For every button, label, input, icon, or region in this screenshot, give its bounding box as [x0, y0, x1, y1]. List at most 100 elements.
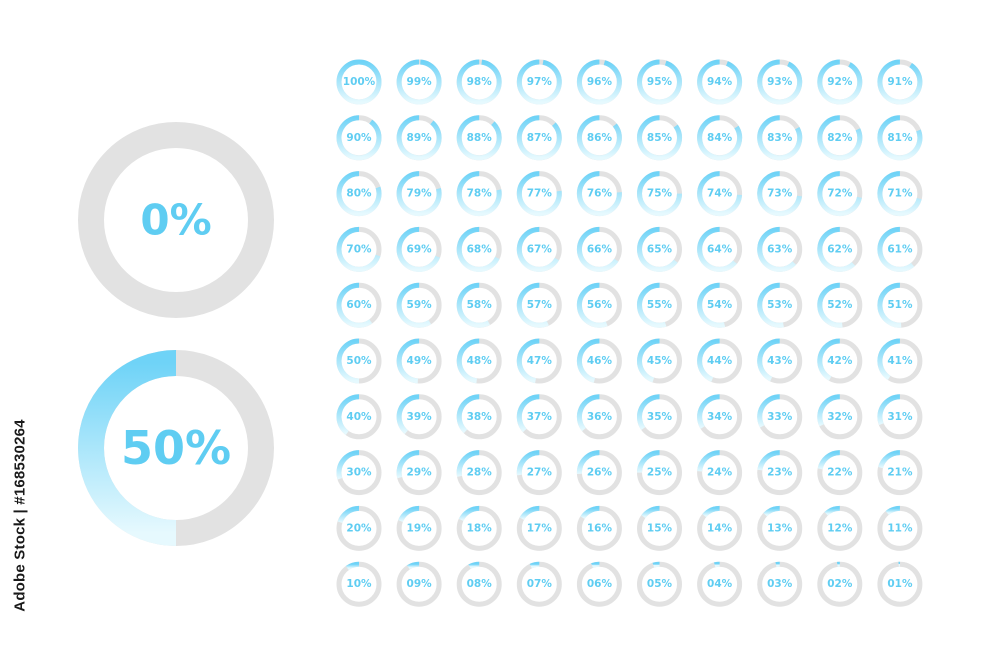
small-ring-34: 34%: [700, 397, 740, 437]
small-ring-10-progress: [347, 564, 359, 568]
small-ring-27-label: 27%: [527, 467, 553, 479]
large-rings: 0%50%: [91, 135, 261, 533]
small-ring-9-label: 09%: [407, 578, 433, 590]
small-ring-4-label: 04%: [707, 578, 733, 590]
small-ring-61-label: 61%: [887, 243, 913, 255]
small-ring-42-label: 42%: [827, 355, 853, 367]
small-ring-3-label: 03%: [767, 578, 793, 590]
small-ring-9-progress: [408, 564, 419, 567]
small-ring-25: 25%: [640, 453, 680, 493]
small-ring-35: 35%: [639, 397, 679, 437]
small-ring-6: 06%: [579, 564, 619, 604]
small-ring-50: 50%: [339, 341, 379, 381]
small-ring-50-label: 50%: [346, 355, 372, 367]
small-ring-82: 82%: [820, 118, 860, 158]
small-ring-86-label: 86%: [587, 132, 613, 144]
small-ring-26-label: 26%: [587, 467, 613, 479]
small-ring-11-label: 11%: [887, 522, 913, 534]
small-ring-32-label: 32%: [827, 411, 853, 423]
small-ring-3: 03%: [760, 564, 800, 604]
small-ring-23-label: 23%: [767, 467, 793, 479]
small-ring-87: 87%: [519, 118, 559, 158]
small-ring-67-label: 67%: [527, 243, 553, 255]
small-ring-39-label: 39%: [407, 411, 433, 423]
small-ring-53-label: 53%: [767, 299, 793, 311]
small-ring-38-label: 38%: [467, 411, 493, 423]
small-ring-88: 88%: [459, 118, 499, 158]
small-ring-18-label: 18%: [467, 522, 493, 534]
small-ring-46: 46%: [579, 341, 619, 381]
small-ring-19: 19%: [399, 508, 439, 548]
small-ring-74: 74%: [700, 174, 740, 214]
small-ring-83-label: 83%: [767, 132, 793, 144]
small-ring-54: 54%: [700, 285, 740, 325]
small-ring-54-label: 54%: [707, 299, 733, 311]
small-ring-45: 45%: [640, 341, 680, 381]
small-ring-8-progress: [470, 564, 480, 566]
small-ring-59: 59%: [399, 285, 439, 325]
small-ring-38: 38%: [459, 397, 499, 437]
small-ring-77: 77%: [519, 174, 559, 214]
small-ring-63-label: 63%: [767, 243, 793, 255]
small-ring-84-label: 84%: [707, 132, 733, 144]
small-ring-18: 18%: [459, 508, 499, 548]
small-ring-1: 01%: [880, 564, 920, 604]
small-ring-12: 12%: [820, 508, 860, 548]
stock-id-text: Adobe Stock | #168530264: [12, 419, 29, 611]
small-ring-95-label: 95%: [647, 76, 673, 88]
small-ring-96: 96%: [579, 62, 619, 102]
small-ring-20: 20%: [339, 508, 379, 548]
small-ring-89-label: 89%: [407, 132, 433, 144]
small-ring-58-label: 58%: [467, 299, 493, 311]
small-ring-7-label: 07%: [527, 578, 553, 590]
small-ring-73-label: 73%: [767, 188, 793, 200]
small-ring-98: 98%: [459, 62, 499, 102]
small-ring-97: 97%: [519, 62, 559, 102]
small-ring-99-label: 99%: [407, 76, 433, 88]
small-ring-71-label: 71%: [887, 188, 913, 200]
small-ring-41: 41%: [880, 341, 920, 381]
small-ring-90: 90%: [339, 118, 379, 158]
small-ring-26: 26%: [579, 453, 619, 493]
small-ring-72: 72%: [820, 174, 860, 214]
small-ring-16-label: 16%: [587, 522, 613, 534]
small-ring-57: 57%: [519, 285, 559, 325]
small-ring-21-progress: [881, 453, 900, 468]
small-ring-49: 49%: [399, 341, 439, 381]
small-ring-7-progress: [531, 564, 540, 566]
large-ring-50: 50%: [91, 363, 261, 533]
small-ring-20-label: 20%: [346, 522, 372, 534]
small-ring-45-label: 45%: [647, 355, 673, 367]
small-ring-79-label: 79%: [407, 188, 433, 200]
large-ring-0: 0%: [91, 135, 261, 305]
small-ring-25-label: 25%: [647, 467, 673, 479]
small-ring-6-label: 06%: [587, 578, 613, 590]
small-ring-100: 100%: [339, 62, 379, 102]
small-ring-52-label: 52%: [827, 299, 853, 311]
small-ring-93-label: 93%: [767, 76, 793, 88]
small-ring-63: 63%: [760, 229, 800, 269]
small-ring-19-progress: [401, 508, 420, 521]
small-ring-96-label: 96%: [587, 76, 613, 88]
small-ring-77-label: 77%: [527, 188, 553, 200]
small-ring-47-label: 47%: [527, 355, 553, 367]
small-ring-19-label: 19%: [407, 522, 433, 534]
small-ring-91-label: 91%: [887, 76, 913, 88]
small-ring-24: 24%: [700, 453, 740, 493]
small-ring-55-label: 55%: [647, 299, 673, 311]
small-ring-48: 48%: [459, 341, 499, 381]
small-ring-11: 11%: [880, 508, 920, 548]
small-ring-64: 64%: [700, 229, 740, 269]
small-ring-73: 73%: [760, 174, 800, 214]
small-ring-29-label: 29%: [407, 467, 433, 479]
small-ring-58: 58%: [459, 285, 499, 325]
small-ring-70: 70%: [339, 229, 379, 269]
small-ring-89: 89%: [399, 118, 439, 158]
small-ring-42: 42%: [820, 341, 860, 381]
small-ring-13-progress: [765, 508, 780, 514]
small-ring-98-label: 98%: [467, 76, 493, 88]
small-ring-5-label: 05%: [647, 578, 673, 590]
small-ring-51: 51%: [880, 285, 920, 325]
small-ring-2: 02%: [820, 564, 860, 604]
